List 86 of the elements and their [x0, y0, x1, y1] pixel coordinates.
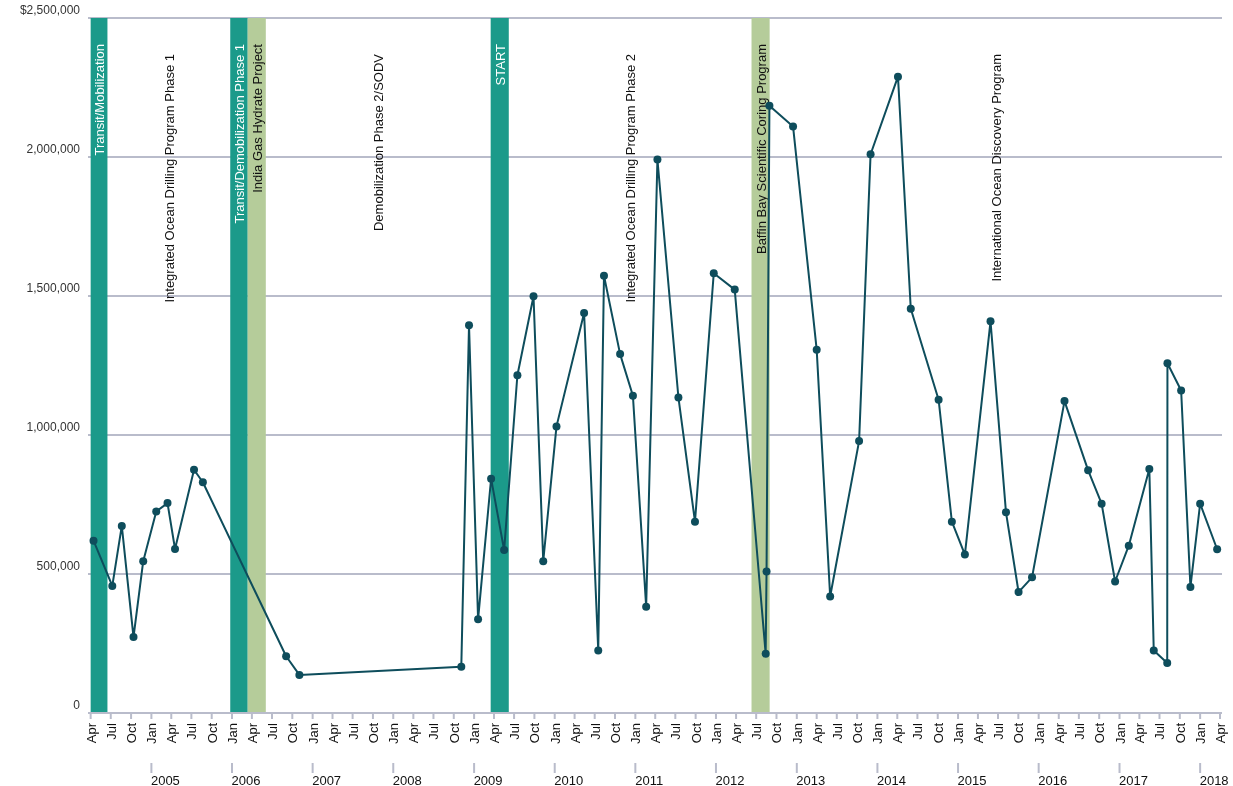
x-tick-label: Jul [668, 722, 684, 740]
x2-tick-label: 2014 [876, 773, 906, 786]
x-tick-label: Oct [204, 722, 220, 744]
x-tick-label: Oct [769, 722, 785, 744]
x-tick-label: Jan [708, 723, 724, 744]
x-tick-label: Jan [1031, 723, 1047, 744]
x-tick-label: Jan [628, 723, 644, 744]
x-tick-label: Apr [729, 722, 745, 744]
x-tick-label: Apr [809, 722, 825, 744]
x-tick-label: Jan [386, 723, 402, 744]
x-tick-label: Oct [608, 722, 624, 744]
band-label: Transit/Demobilization Phase 1 [231, 44, 247, 224]
x-tick-label: Jul [1071, 722, 1087, 740]
y-tick-label: 2,000,000 [26, 142, 81, 156]
x-tick-label: Oct [688, 722, 704, 744]
x-tick-label: Oct [1092, 722, 1108, 744]
x2-tick-label: 2010 [554, 773, 584, 786]
x-tick-label: Apr [567, 722, 583, 744]
x-tick-label: Jan [789, 723, 805, 744]
x2-tick-label: 2017 [1119, 773, 1148, 786]
x-tick-label: Jul [345, 722, 361, 740]
x-tick-label: Jan [547, 723, 563, 744]
x-tick-label: Apr [1051, 722, 1067, 744]
x-tick-label: Apr [1132, 722, 1148, 744]
x-tick-label: Apr [486, 722, 502, 744]
x-tick-label: Jan [1193, 723, 1209, 744]
x-tick-label: Jan [467, 723, 483, 744]
x-tick-label: Oct [930, 722, 946, 744]
x-tick-label: Oct [124, 722, 140, 744]
x-tick-label: Oct [850, 722, 866, 744]
x-tick-label: Apr [325, 722, 341, 744]
x-tick-label: Oct [1011, 722, 1027, 744]
x-tick-label: Jul [991, 722, 1007, 740]
x-tick-label: Jan [951, 723, 967, 744]
x-tick-label: Jan [870, 723, 886, 744]
x-tick-label: Apr [1213, 722, 1229, 744]
x-tick-label: Apr [406, 722, 422, 744]
x2-tick-label: 2005 [150, 773, 180, 786]
band-label: Transit/Mobilization [92, 44, 108, 156]
x-tick-label: Oct [446, 722, 462, 744]
x2-tick-label: 2011 [635, 773, 664, 786]
x2-tick-label: 2015 [957, 773, 987, 786]
x2-tick-label: 2018 [1199, 773, 1229, 786]
x-tick-label: Jul [587, 722, 603, 740]
x-tick-label: Jul [507, 722, 523, 740]
x-tick-label: Jul [103, 722, 119, 740]
band-label: Baffin Bay Scientific Coring Program [753, 44, 769, 255]
x2-tick-label: 2008 [392, 773, 422, 786]
annotation: Demobilization Phase 2/SODV [371, 53, 387, 232]
x2-tick-label: 2007 [312, 773, 342, 786]
y-tick-label: 1,000,000 [26, 420, 81, 434]
x-tick-label: Apr [648, 722, 664, 744]
x-tick-label: Oct [365, 722, 381, 744]
x-tick-label: Jul [184, 722, 200, 740]
x-tick-label: Jul [829, 722, 845, 740]
band-label: START [492, 43, 508, 86]
annotation: Integrated Ocean Drilling Program Phase 1 [161, 54, 177, 303]
x-tick-label: Jan [1112, 723, 1128, 744]
x2-tick-label: 2013 [796, 773, 826, 786]
x2-tick-label: 2006 [231, 773, 261, 786]
y-tick-label: 500,000 [36, 559, 81, 573]
band-label: India Gas Hydrate Project [249, 43, 265, 193]
x-tick-label: Jul [749, 722, 765, 740]
x-tick-label: Apr [970, 722, 986, 744]
x-tick-label: Jul [910, 722, 926, 740]
x-tick-label: Jul [264, 722, 280, 740]
x-tick-label: Jul [1152, 722, 1168, 740]
annotation: International Ocean Discovery Program [988, 54, 1004, 282]
x-tick-label: Oct [1172, 722, 1188, 744]
x-tick-label: Jul [426, 722, 442, 740]
x2-tick-label: 2009 [473, 773, 503, 786]
x-tick-label: Jan [225, 723, 241, 744]
x2-tick-label: 2012 [715, 773, 745, 786]
y-tick-label: 1,500,000 [26, 281, 81, 295]
x-tick-label: Apr [244, 722, 260, 744]
annotation: Integrated Ocean Drilling Program Phase 2 [623, 54, 639, 303]
x-tick-label: Oct [285, 722, 301, 744]
x-tick-label: Jan [144, 723, 160, 744]
y-tick-label: $2,500,000 [19, 3, 81, 17]
x-tick-label: Apr [83, 722, 99, 744]
x-tick-label: Apr [890, 722, 906, 744]
x-tick-label: Oct [527, 722, 543, 744]
y-tick-label: 0 [73, 698, 81, 712]
x-tick-label: Apr [164, 722, 180, 744]
x2-tick-label: 2016 [1038, 773, 1068, 786]
x-tick-label: Jan [305, 723, 321, 744]
